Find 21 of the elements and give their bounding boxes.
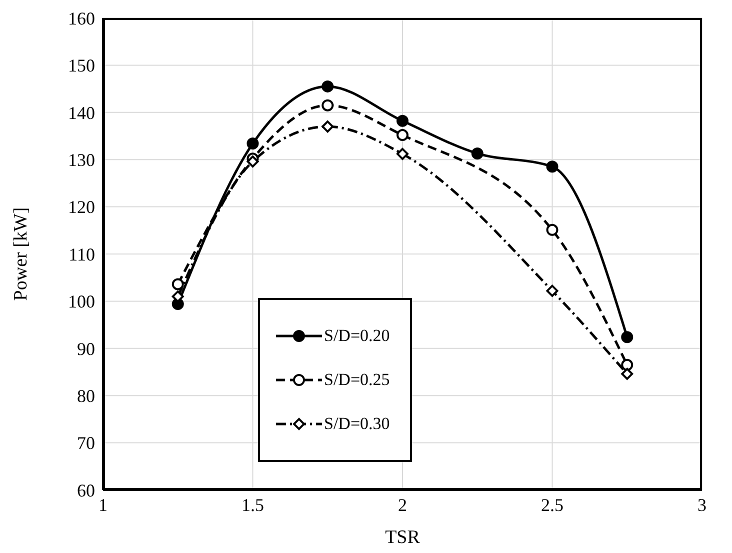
y-tick-label: 90	[77, 338, 95, 359]
legend-label: S/D=0.20	[324, 326, 390, 346]
x-tick-label: 2.5	[541, 494, 564, 515]
legend-label: S/D=0.30	[324, 414, 390, 434]
x-tick-label: 3	[698, 494, 706, 515]
y-tick-label: 100	[68, 292, 95, 312]
x-tick-label: 1.5	[242, 494, 264, 515]
y-tick-label: 130	[68, 150, 95, 170]
y-tick-label: 140	[68, 102, 95, 123]
legend-label: S/D=0.25	[324, 370, 390, 390]
y-tick-label: 60	[77, 480, 95, 500]
x-axis-title: TSR	[385, 527, 420, 548]
y-axis-title: Power [kW]	[10, 207, 32, 301]
y-tick-label: 110	[68, 244, 95, 264]
x-tick-label: 2	[398, 494, 407, 515]
y-tick-label: 150	[68, 56, 95, 76]
y-tick-label: 70	[77, 433, 95, 454]
y-tick-label: 120	[68, 197, 95, 218]
y-tick-label: 160	[68, 8, 95, 28]
x-tick-label: 1	[98, 494, 108, 515]
y-tick-label: 80	[77, 386, 95, 406]
